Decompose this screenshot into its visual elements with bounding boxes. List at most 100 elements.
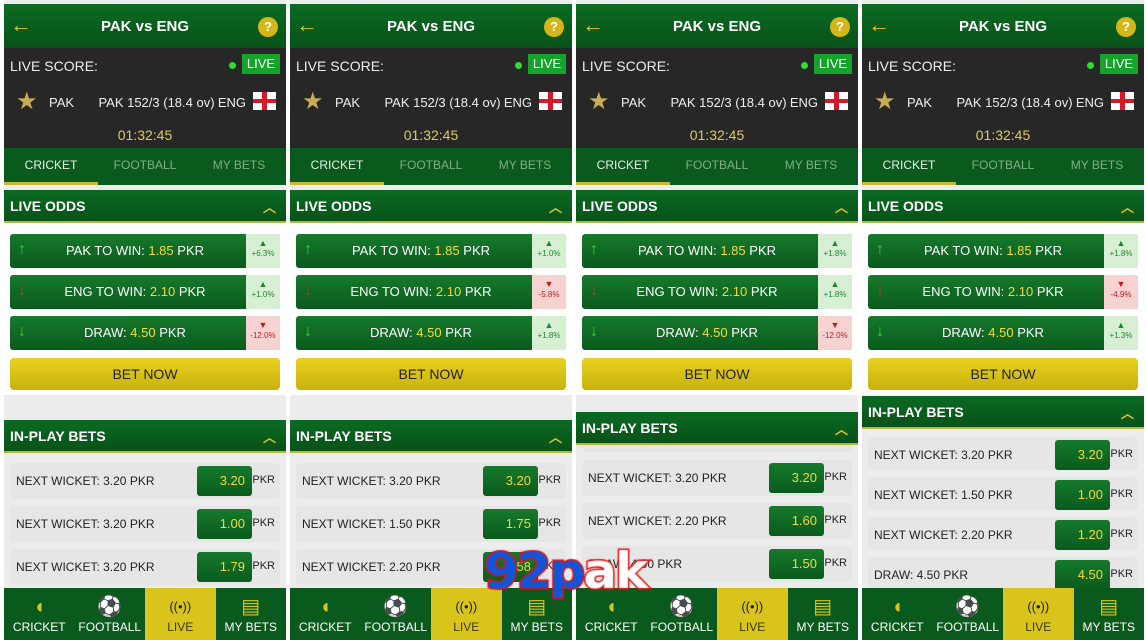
back-arrow-icon[interactable]: ← bbox=[10, 12, 32, 37]
arrow-down-icon: ↓ bbox=[590, 323, 598, 340]
odds-unit: PKR bbox=[731, 325, 758, 340]
odds-button[interactable]: ↓ DRAW: 4.50 PKR ▼ -12.0% bbox=[582, 316, 852, 350]
nav-live[interactable]: ((•)) LIVE bbox=[717, 588, 788, 640]
nav-label: FOOTBALL bbox=[364, 620, 428, 634]
clipboard-icon: ▤ bbox=[1099, 596, 1119, 618]
bet-now-button[interactable]: BET NOW bbox=[10, 358, 280, 390]
tab-my-bets[interactable]: MY BETS bbox=[784, 158, 838, 172]
tab-football[interactable]: FOOTBALL bbox=[685, 158, 749, 172]
live-odds-header[interactable]: LIVE ODDS ︿ bbox=[862, 190, 1144, 223]
nav-live[interactable]: ((•)) LIVE bbox=[431, 588, 502, 640]
help-icon[interactable]: ? bbox=[830, 17, 850, 37]
chevron-up-icon[interactable]: ︿ bbox=[1120, 406, 1134, 421]
bet-currency: PKR bbox=[252, 517, 275, 529]
live-odds-header[interactable]: LIVE ODDS ︿ bbox=[4, 190, 286, 223]
odds-button[interactable]: ↓ ENG TO WIN: 2.10 PKR ▼ -4.9% bbox=[868, 275, 1138, 309]
match-timer: 01:32:45 bbox=[117, 127, 173, 143]
nav-football[interactable]: ⚽ FOOTBALL bbox=[933, 588, 1004, 640]
tab-cricket[interactable]: CRICKET bbox=[862, 148, 956, 185]
bet-odds-button[interactable]: 1.00 bbox=[197, 509, 252, 539]
back-arrow-icon[interactable]: ← bbox=[582, 12, 604, 37]
nav-my-bets[interactable]: ▤ MY BETS bbox=[216, 588, 287, 640]
tab-cricket[interactable]: CRICKET bbox=[4, 148, 98, 185]
nav-football[interactable]: ⚽ FOOTBALL bbox=[361, 588, 432, 640]
chevron-up-icon[interactable]: ︿ bbox=[834, 422, 848, 437]
tab-my-bets[interactable]: MY BETS bbox=[498, 158, 552, 172]
nav-cricket[interactable]: ◖ CRICKET bbox=[4, 588, 75, 640]
in-play-header[interactable]: IN-PLAY BETS ︿ bbox=[862, 396, 1144, 429]
odds-text: DRAW: 4.50 PKR bbox=[30, 325, 240, 340]
chevron-up-icon[interactable]: ︿ bbox=[1120, 200, 1134, 215]
odds-unit: PKR bbox=[464, 284, 492, 299]
chevron-up-icon[interactable]: ︿ bbox=[548, 430, 562, 445]
bet-odds-button[interactable]: 3.20 bbox=[197, 466, 252, 496]
odds-button[interactable]: ↓ DRAW: 4.50 PKR ▼ -12.0% bbox=[10, 316, 280, 350]
help-icon[interactable]: ? bbox=[544, 17, 564, 37]
tab-my-bets[interactable]: MY BETS bbox=[212, 158, 266, 172]
bet-now-button[interactable]: BET NOW bbox=[582, 358, 852, 390]
nav-my-bets[interactable]: ▤ MY BETS bbox=[1074, 588, 1145, 640]
odds-change-value: +1.3% bbox=[1109, 331, 1133, 340]
tab-football[interactable]: FOOTBALL bbox=[399, 158, 463, 172]
bet-odds-button[interactable]: 4.50 bbox=[1055, 560, 1110, 590]
back-arrow-icon[interactable]: ← bbox=[296, 12, 318, 37]
bet-odds-button[interactable]: 1.58 bbox=[483, 552, 538, 582]
odds-button[interactable]: ↓ DRAW: 4.50 PKR ▲ +1.3% bbox=[868, 316, 1138, 350]
live-odds-header[interactable]: LIVE ODDS ︿ bbox=[576, 190, 858, 223]
odds-button[interactable]: ↓ ENG TO WIN: 2.10 PKR ▼ -5.8% bbox=[296, 275, 566, 309]
bet-odds-button[interactable]: 1.20 bbox=[1055, 520, 1110, 550]
chevron-up-icon[interactable]: ︿ bbox=[262, 430, 276, 445]
bet-odds-button[interactable]: 3.20 bbox=[483, 466, 538, 496]
nav-my-bets[interactable]: ▤ MY BETS bbox=[788, 588, 859, 640]
odds-change-value: +1.0% bbox=[251, 290, 275, 299]
nav-cricket[interactable]: ◖ CRICKET bbox=[576, 588, 647, 640]
odds-change-value: -4.9% bbox=[1110, 290, 1132, 299]
bet-now-button[interactable]: BET NOW bbox=[868, 358, 1138, 390]
bet-odds-button[interactable]: 3.20 bbox=[769, 463, 824, 493]
tab-football[interactable]: FOOTBALL bbox=[971, 158, 1035, 172]
live-dot-icon bbox=[515, 62, 522, 69]
england-flag-icon bbox=[253, 92, 276, 110]
live-score-panel: LIVE SCORE: LIVE ★ PAK PAK 152/3 (18.4 ov) EN… bbox=[4, 48, 286, 148]
in-play-bet-row: NEXT WICKET: 1.50 PKR 1.00 PKR bbox=[868, 477, 1138, 510]
bet-odds-button[interactable]: 1.50 bbox=[769, 549, 824, 579]
odds-button[interactable]: ↓ DRAW: 4.50 PKR ▲ +1.8% bbox=[296, 316, 566, 350]
tab-football[interactable]: FOOTBALL bbox=[113, 158, 177, 172]
tab-cricket[interactable]: CRICKET bbox=[576, 148, 670, 185]
tab-my-bets[interactable]: MY BETS bbox=[1070, 158, 1124, 172]
odds-label: ENG TO WIN: bbox=[922, 284, 1005, 299]
bet-now-button[interactable]: BET NOW bbox=[296, 358, 566, 390]
bet-odds-button[interactable]: 1.60 bbox=[769, 506, 824, 536]
nav-live[interactable]: ((•)) LIVE bbox=[1003, 588, 1074, 640]
nav-cricket[interactable]: ◖ CRICKET bbox=[290, 588, 361, 640]
help-icon[interactable]: ? bbox=[1116, 17, 1136, 37]
bet-odds-button[interactable]: 3.20 bbox=[1055, 440, 1110, 470]
live-broadcast-icon: ((•)) bbox=[455, 599, 478, 614]
odds-button[interactable]: ↑ PAK TO WIN: 1.85 PKR ▲ +1.8% bbox=[868, 234, 1138, 268]
nav-live[interactable]: ((•)) LIVE bbox=[145, 588, 216, 640]
odds-button[interactable]: ↑ PAK TO WIN: 1.85 PKR ▲ +1.8% bbox=[582, 234, 852, 268]
chevron-up-icon[interactable]: ︿ bbox=[262, 200, 276, 215]
back-arrow-icon[interactable]: ← bbox=[868, 12, 890, 37]
help-icon[interactable]: ? bbox=[258, 17, 278, 37]
odds-button[interactable]: ↓ ENG TO WIN: 2.10 PKR ▲ +1.8% bbox=[582, 275, 852, 309]
in-play-header[interactable]: IN-PLAY BETS ︿ bbox=[290, 420, 572, 453]
odds-button[interactable]: ↑ PAK TO WIN: 1.85 PKR ▲ +6.3% bbox=[10, 234, 280, 268]
in-play-header[interactable]: IN-PLAY BETS ︿ bbox=[576, 412, 858, 445]
odds-button[interactable]: ↑ PAK TO WIN: 1.85 PKR ▲ +1.0% bbox=[296, 234, 566, 268]
match-timer: 01:32:45 bbox=[689, 127, 745, 143]
bet-odds-button[interactable]: 1.00 bbox=[1055, 480, 1110, 510]
tab-cricket[interactable]: CRICKET bbox=[290, 148, 384, 185]
football-icon: ⚽ bbox=[383, 596, 409, 618]
nav-my-bets[interactable]: ▤ MY BETS bbox=[502, 588, 573, 640]
odds-button[interactable]: ↓ ENG TO WIN: 2.10 PKR ▲ +1.0% bbox=[10, 275, 280, 309]
chevron-up-icon[interactable]: ︿ bbox=[548, 200, 562, 215]
nav-football[interactable]: ⚽ FOOTBALL bbox=[75, 588, 146, 640]
bet-odds-button[interactable]: 1.75 bbox=[483, 509, 538, 539]
live-odds-header[interactable]: LIVE ODDS ︿ bbox=[290, 190, 572, 223]
nav-football[interactable]: ⚽ FOOTBALL bbox=[647, 588, 718, 640]
chevron-up-icon[interactable]: ︿ bbox=[834, 200, 848, 215]
in-play-header[interactable]: IN-PLAY BETS ︿ bbox=[4, 420, 286, 453]
nav-cricket[interactable]: ◖ CRICKET bbox=[862, 588, 933, 640]
bet-odds-button[interactable]: 1.79 bbox=[197, 552, 252, 582]
